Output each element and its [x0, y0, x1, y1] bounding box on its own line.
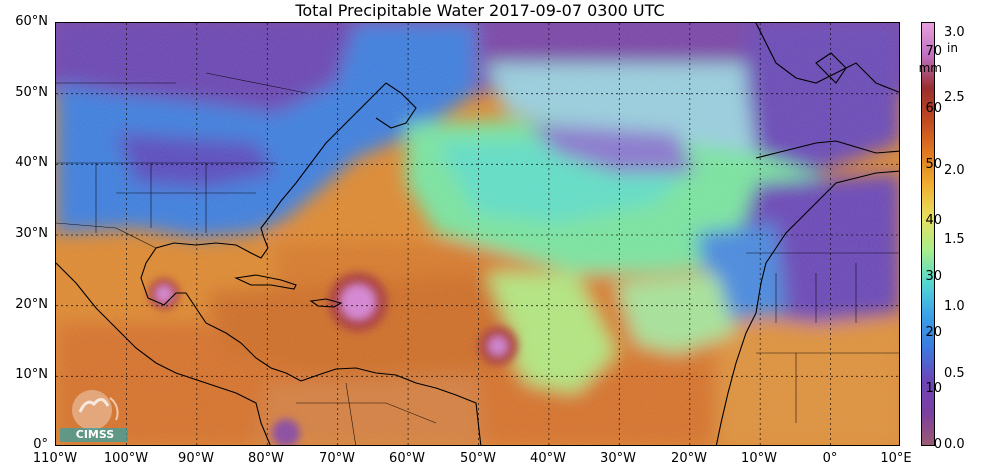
cbar-mm-unit: mm	[918, 61, 942, 75]
cbar-in-unit: in	[947, 41, 958, 55]
cbar-in-2.0: 2.0	[944, 163, 965, 178]
lat-label-40n: 40°N	[15, 155, 48, 170]
lon-label-100w: 100°W	[103, 451, 149, 466]
lat-label-50n: 50°N	[15, 85, 48, 100]
cimss-logo: CIMSS	[58, 388, 132, 444]
cbar-in-1.0: 1.0	[944, 299, 965, 314]
lon-label-40w: 40°W	[530, 451, 566, 466]
colorbar	[921, 22, 935, 446]
lon-label-0: 0°	[822, 451, 838, 466]
cbar-in-2.5: 2.5	[944, 90, 965, 105]
cbar-mm-40: 40	[925, 213, 942, 228]
cbar-in-3.0: 3.0	[944, 25, 965, 40]
lat-label-10n: 10°N	[15, 367, 48, 382]
chart-title: Total Precipitable Water 2017-09-07 0300…	[295, 1, 665, 20]
lon-label-60w: 60°W	[389, 451, 425, 466]
cbar-mm-50: 50	[925, 157, 942, 172]
lon-label-80w: 80°W	[248, 451, 284, 466]
lon-label-50w: 50°W	[460, 451, 496, 466]
cbar-in-0.5: 0.5	[944, 366, 965, 381]
lon-label-70w: 70°W	[319, 451, 355, 466]
lon-label-110w: 110°W	[32, 451, 78, 466]
cbar-in-1.5: 1.5	[944, 232, 965, 247]
cbar-mm-10: 10	[925, 381, 942, 396]
cimss-logo-graphic	[60, 390, 128, 442]
tpw-field	[56, 23, 899, 445]
lat-label-0: 0°	[33, 437, 48, 452]
graticule	[56, 23, 899, 445]
cbar-mm-60: 60	[925, 101, 942, 116]
cbar-mm-70: 70	[925, 44, 942, 59]
lon-label-10w: 10°W	[741, 451, 777, 466]
cbar-mm-0: 0	[933, 437, 942, 452]
cbar-in-0.0: 0.0	[944, 437, 965, 452]
lon-label-20w: 20°W	[671, 451, 707, 466]
lon-label-90w: 90°W	[178, 451, 214, 466]
cbar-mm-20: 20	[925, 325, 942, 340]
lon-label-10e: 10°E	[880, 451, 912, 466]
lon-label-30w: 30°W	[600, 451, 636, 466]
lat-label-20n: 20°N	[15, 297, 48, 312]
logo-text: CIMSS	[75, 428, 115, 441]
lat-label-60n: 60°N	[15, 14, 48, 29]
cbar-mm-30: 30	[925, 269, 942, 284]
tpw-map	[55, 22, 900, 446]
lat-label-30n: 30°N	[15, 226, 48, 241]
